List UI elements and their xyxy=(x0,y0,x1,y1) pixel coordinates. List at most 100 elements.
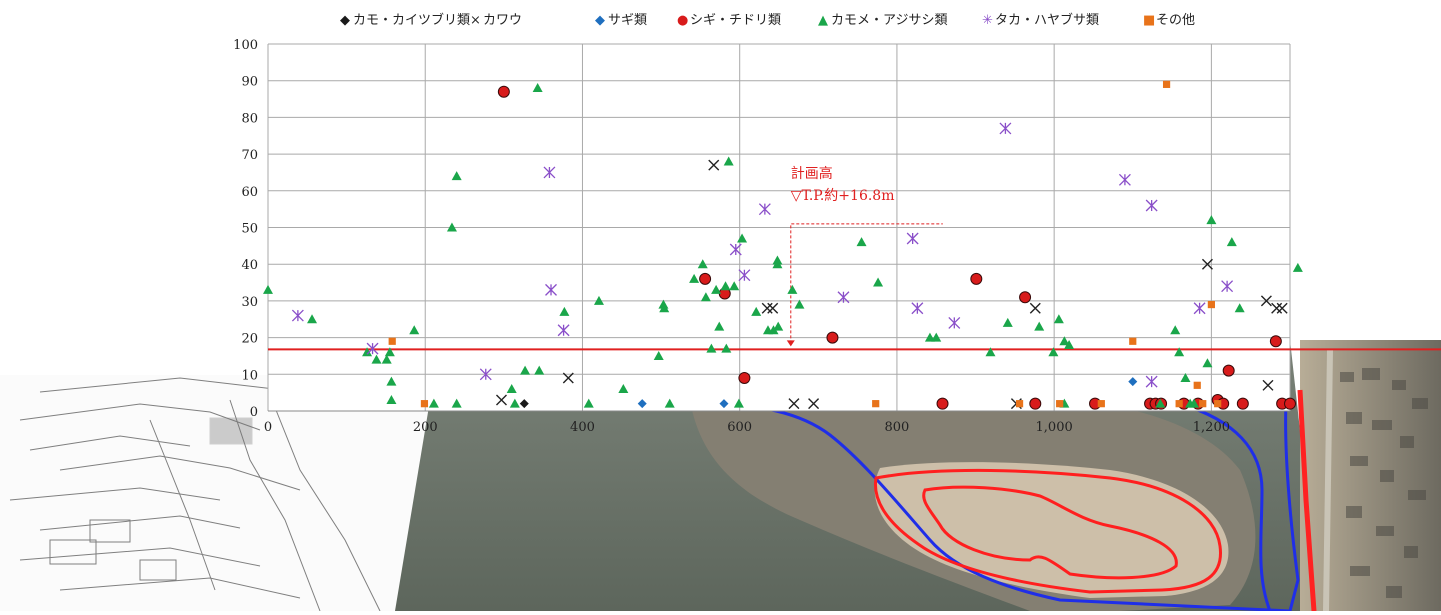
data-point xyxy=(1015,400,1024,408)
plan-height-leader xyxy=(790,223,943,344)
legend-item: ● シギ・チドリ類 xyxy=(677,13,781,28)
data-point xyxy=(451,398,462,408)
data-point xyxy=(1118,173,1131,186)
data-point xyxy=(532,83,543,93)
data-point xyxy=(1128,377,1138,387)
data-point xyxy=(761,302,773,314)
data-point xyxy=(699,272,712,285)
data-point xyxy=(479,368,492,381)
data-point xyxy=(1234,303,1245,313)
series-diamond xyxy=(637,377,1138,409)
data-point xyxy=(720,281,731,291)
city-area xyxy=(1300,340,1441,611)
data-point xyxy=(1193,381,1201,389)
data-point xyxy=(618,383,629,393)
data-point xyxy=(1189,398,1200,408)
data-point xyxy=(658,299,669,309)
y-tick-label: 40 xyxy=(241,258,258,273)
data-point xyxy=(664,398,675,408)
data-point xyxy=(733,398,744,408)
data-point xyxy=(1056,400,1064,408)
data-point xyxy=(1175,400,1183,408)
data-point xyxy=(787,284,798,294)
x-tick-label: 600 xyxy=(727,420,752,435)
data-point xyxy=(534,365,545,375)
data-point xyxy=(714,321,725,331)
data-point xyxy=(386,376,397,386)
y-tick-label: 0 xyxy=(250,405,258,420)
data-point xyxy=(708,159,720,171)
legend-label: カモメ・アジサシ類 xyxy=(831,13,947,28)
data-point xyxy=(371,354,382,364)
legend-symbol: ■ xyxy=(1143,13,1155,28)
data-point xyxy=(767,302,779,314)
data-point xyxy=(873,277,884,287)
y-tick-label: 80 xyxy=(241,111,258,126)
data-point xyxy=(362,347,373,357)
data-point xyxy=(307,314,318,324)
road xyxy=(1323,349,1333,612)
water-line xyxy=(699,400,1291,613)
data-point xyxy=(970,272,983,285)
data-point xyxy=(1271,302,1283,314)
legend-label: サギ類 xyxy=(608,13,647,28)
legend-label: シギ・チドリ類 xyxy=(690,13,781,28)
data-point xyxy=(583,398,594,408)
data-point xyxy=(706,343,717,353)
plan-outline-outer xyxy=(873,468,1223,594)
x-tick-label: 800 xyxy=(885,420,910,435)
plan-height-label-2: ▽T.P.約+16.8m xyxy=(791,188,895,204)
data-point xyxy=(1284,397,1296,410)
data-point xyxy=(931,332,942,342)
data-point xyxy=(520,365,531,375)
legend-item: ✳ タカ・ハヤブサ類 xyxy=(982,12,1099,28)
data-point xyxy=(697,259,708,269)
data-point xyxy=(723,156,734,166)
data-point xyxy=(729,243,742,256)
data-point xyxy=(495,394,507,406)
data-point xyxy=(1207,300,1215,309)
data-point xyxy=(808,398,820,410)
data-point xyxy=(999,122,1012,135)
data-point xyxy=(1002,317,1013,327)
data-point xyxy=(1059,336,1070,346)
data-point xyxy=(721,343,732,353)
y-tick-label: 90 xyxy=(241,75,258,90)
data-point xyxy=(446,222,457,232)
water-line-outer xyxy=(1284,401,1300,612)
data-point xyxy=(1262,379,1274,391)
data-point xyxy=(1180,372,1191,382)
legend-label: タカ・ハヤブサ類 xyxy=(995,12,1099,28)
data-point xyxy=(386,394,397,404)
legend-symbol: ● xyxy=(677,13,688,28)
data-point xyxy=(428,398,439,408)
data-point xyxy=(794,299,805,309)
data-point xyxy=(906,232,919,245)
y-tick-label: 50 xyxy=(241,222,258,237)
data-point xyxy=(1292,262,1303,272)
data-point xyxy=(659,303,670,313)
data-point xyxy=(366,342,379,355)
data-point xyxy=(773,321,784,331)
data-point xyxy=(719,399,729,409)
sandbar-inner xyxy=(874,462,1229,598)
data-point xyxy=(1202,358,1213,368)
data-point xyxy=(557,324,570,337)
data-point xyxy=(545,283,557,296)
data-point xyxy=(653,350,664,360)
map-drawing xyxy=(0,375,440,612)
data-point xyxy=(543,166,556,179)
data-point xyxy=(263,284,273,294)
series-circle xyxy=(497,85,1296,410)
data-point xyxy=(872,400,880,408)
series-x xyxy=(495,159,1288,410)
y-tick-label: 100 xyxy=(233,38,258,53)
legend-symbol: ✳ xyxy=(982,13,993,28)
legend-label: カワウ xyxy=(483,13,522,28)
data-point xyxy=(1174,347,1185,357)
data-point xyxy=(711,284,722,294)
data-point xyxy=(1276,302,1288,314)
y-tick-label: 30 xyxy=(241,295,258,310)
data-point xyxy=(637,399,647,409)
